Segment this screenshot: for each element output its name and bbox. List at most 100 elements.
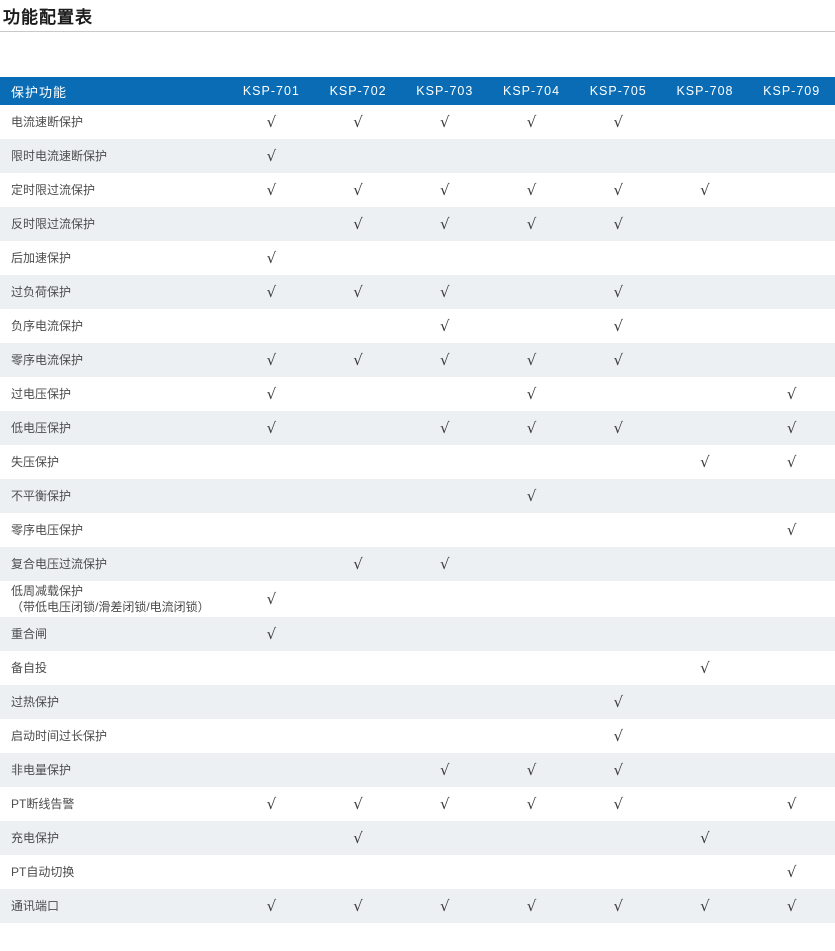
check-mark-cell: √	[353, 283, 363, 301]
row-label: 启动时间过长保护	[0, 726, 228, 746]
column-header-model: KSP-709	[763, 84, 821, 98]
column-header-protection-function: 保护功能	[11, 84, 68, 100]
check-mark-cell: √	[440, 317, 450, 335]
row-label: PT自动切换	[0, 862, 228, 882]
check-mark-cell: √	[440, 215, 450, 233]
check-mark-cell: √	[266, 625, 277, 643]
check-mark-cell: √	[526, 487, 537, 505]
table-row: 失压保护 √ √	[0, 445, 835, 479]
table-row: 低电压保护 √ √ √ √ √	[0, 411, 835, 445]
row-label: 零序电压保护	[0, 520, 228, 540]
check-mark-cell: √	[353, 113, 363, 131]
row-label-text: 启动时间过长保护	[11, 729, 108, 743]
check-mark-cell: √	[613, 283, 624, 301]
check-mark-cell: √	[613, 351, 624, 369]
row-label-text: 低周减载保护	[11, 584, 84, 598]
check-mark-cell: √	[526, 215, 537, 233]
row-label: 过热保护	[0, 692, 228, 712]
row-label: 限时电流速断保护	[0, 146, 228, 166]
row-label: 过负荷保护	[0, 282, 228, 302]
check-mark-cell: √	[440, 555, 450, 573]
row-label-text: 过负荷保护	[11, 285, 72, 299]
table-row: 备自投 √	[0, 651, 835, 685]
check-mark-cell: √	[613, 727, 624, 745]
check-mark-cell: √	[700, 897, 710, 915]
check-mark-cell: √	[526, 897, 537, 915]
row-label-text: 低电压保护	[11, 421, 72, 435]
table-row: 非电量保护 √ √ √	[0, 753, 835, 787]
row-label-text: 零序电压保护	[11, 523, 84, 537]
row-label: 负序电流保护	[0, 316, 228, 336]
row-label: 零序电流保护	[0, 350, 228, 370]
table-row: 后加速保护 √	[0, 241, 835, 275]
check-mark-cell: √	[266, 419, 277, 437]
check-mark-cell: √	[613, 317, 624, 335]
check-mark-cell: √	[353, 215, 363, 233]
check-mark-cell: √	[440, 113, 450, 131]
check-mark-cell: √	[440, 761, 450, 779]
check-mark-cell: √	[613, 113, 624, 131]
page: 功能配置表 保护功能 KSP-701 KSP-702 KSP-703 KSP-704 KS…	[0, 8, 835, 923]
row-label-text: 电流速断保护	[11, 115, 84, 129]
table-row: 反时限过流保护 √ √ √ √	[0, 207, 835, 241]
row-label-text: PT断线告警	[11, 797, 75, 811]
row-label-text: 零序电流保护	[11, 353, 84, 367]
check-mark-cell: √	[266, 249, 277, 267]
row-label: 电流速断保护	[0, 112, 228, 132]
check-mark-cell: √	[786, 897, 797, 915]
check-mark-cell: √	[700, 181, 710, 199]
row-label-text: 不平衡保护	[11, 489, 72, 503]
check-mark-cell: √	[526, 181, 537, 199]
check-mark-cell: √	[266, 385, 277, 403]
column-header-model: KSP-702	[329, 84, 387, 98]
title-divider	[0, 31, 835, 32]
table-row: 复合电压过流保护 √ √	[0, 547, 835, 581]
check-mark-cell: √	[700, 829, 710, 847]
row-label-text: 限时电流速断保护	[11, 149, 108, 163]
row-label-text: 反时限过流保护	[11, 217, 96, 231]
table-row: 电流速断保护 √ √ √ √ √	[0, 105, 835, 139]
column-header-model: KSP-705	[589, 84, 647, 98]
check-mark-cell: √	[440, 897, 450, 915]
check-mark-cell: √	[786, 863, 797, 881]
check-mark-cell: √	[266, 113, 277, 131]
row-label: 备自投	[0, 658, 228, 678]
row-label-text: 过电压保护	[11, 387, 72, 401]
row-label-text: 充电保护	[11, 831, 60, 845]
check-mark-cell: √	[440, 795, 450, 813]
check-mark-cell: √	[526, 113, 537, 131]
check-mark-cell: √	[613, 215, 624, 233]
check-mark-cell: √	[613, 419, 624, 437]
table-row: 不平衡保护 √	[0, 479, 835, 513]
row-label: 低周减载保护 （带低电压闭锁/滑差闭锁/电流闭锁）	[0, 581, 228, 617]
column-header-model: KSP-703	[416, 84, 474, 98]
page-title: 功能配置表	[3, 8, 93, 27]
row-label: 复合电压过流保护	[0, 554, 228, 574]
check-mark-cell: √	[440, 419, 450, 437]
table-row: 负序电流保护 √ √	[0, 309, 835, 343]
row-label: 充电保护	[0, 828, 228, 848]
row-label: 失压保护	[0, 452, 228, 472]
row-label: 低电压保护	[0, 418, 228, 438]
table-row: 零序电流保护 √ √ √ √ √	[0, 343, 835, 377]
table-header-row: 保护功能 KSP-701 KSP-702 KSP-703 KSP-704 KSP-705 K…	[0, 77, 835, 105]
check-mark-cell: √	[526, 351, 537, 369]
table-row: 过电压保护 √ √ √	[0, 377, 835, 411]
row-label: 反时限过流保护	[0, 214, 228, 234]
check-mark-cell: √	[700, 453, 710, 471]
row-label: 定时限过流保护	[0, 180, 228, 200]
check-mark-cell: √	[440, 351, 450, 369]
check-mark-cell: √	[613, 761, 624, 779]
row-label-text: 定时限过流保护	[11, 183, 96, 197]
check-mark-cell: √	[786, 419, 797, 437]
check-mark-cell: √	[786, 453, 797, 471]
table-row: 定时限过流保护 √ √ √ √ √ √	[0, 173, 835, 207]
row-label-text: 通讯端口	[11, 899, 60, 913]
table-row: PT断线告警 √ √ √ √ √ √	[0, 787, 835, 821]
check-mark-cell: √	[613, 693, 624, 711]
table-row: 低周减载保护 （带低电压闭锁/滑差闭锁/电流闭锁） √	[0, 581, 835, 617]
table-row: 重合闸 √	[0, 617, 835, 651]
function-config-table: 保护功能 KSP-701 KSP-702 KSP-703 KSP-704 KSP-705 K…	[0, 77, 835, 923]
row-label-text: 复合电压过流保护	[11, 557, 108, 571]
table-body: 电流速断保护 √ √ √ √ √ 限时电流速断保护 √ 定时限过流保护 √ √ √ √ √ √ 反时限过流保护…	[0, 105, 835, 923]
